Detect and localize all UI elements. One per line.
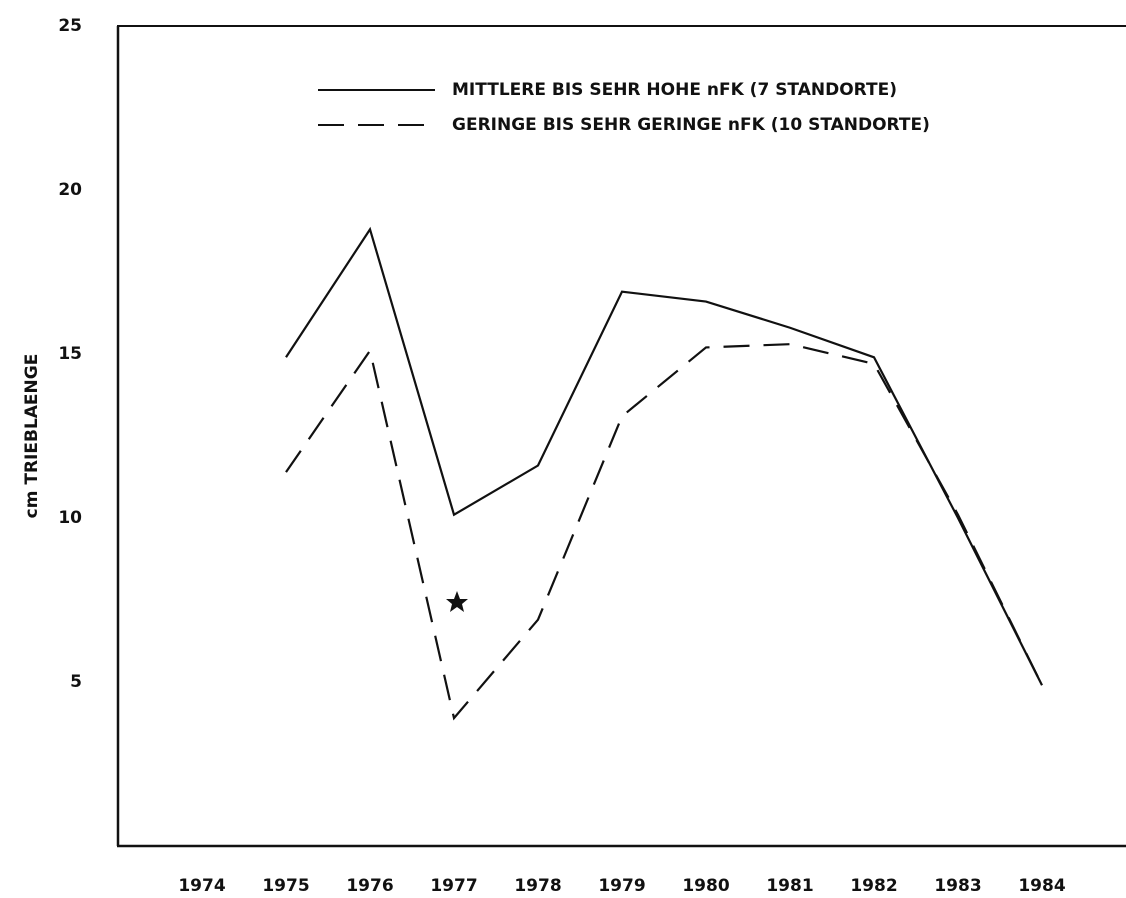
y-tick-label: 25: [58, 16, 82, 36]
y-tick-label: 15: [58, 344, 82, 364]
y-tick-label: 10: [58, 508, 82, 528]
x-tick-label: 1976: [346, 876, 393, 896]
x-tick-label: 1978: [514, 876, 561, 896]
legend-label: GERINGE BIS SEHR GERINGE nFK (10 STANDOR…: [452, 115, 930, 135]
x-tick-label: 1983: [934, 876, 981, 896]
x-tick-label: 1980: [682, 876, 729, 896]
series-line: [285, 226, 1043, 686]
x-tick-label: 1977: [430, 876, 477, 896]
y-axis-label: cm TRIEBLAENGE: [22, 354, 42, 519]
x-tick-label: 1979: [598, 876, 645, 896]
x-tick-label: 1974: [178, 876, 225, 896]
x-tick-label: 1982: [850, 876, 897, 896]
star-annotation: [446, 591, 468, 612]
x-tick-label: 1984: [1018, 876, 1065, 896]
y-tick-label: 20: [58, 180, 82, 200]
x-tick-label: 1981: [766, 876, 813, 896]
series-line: [285, 343, 1043, 721]
x-tick-label: 1975: [262, 876, 309, 896]
legend-label: MITTLERE BIS SEHR HOHE nFK (7 STANDORTE): [452, 80, 897, 100]
y-tick-label: 5: [70, 672, 82, 692]
